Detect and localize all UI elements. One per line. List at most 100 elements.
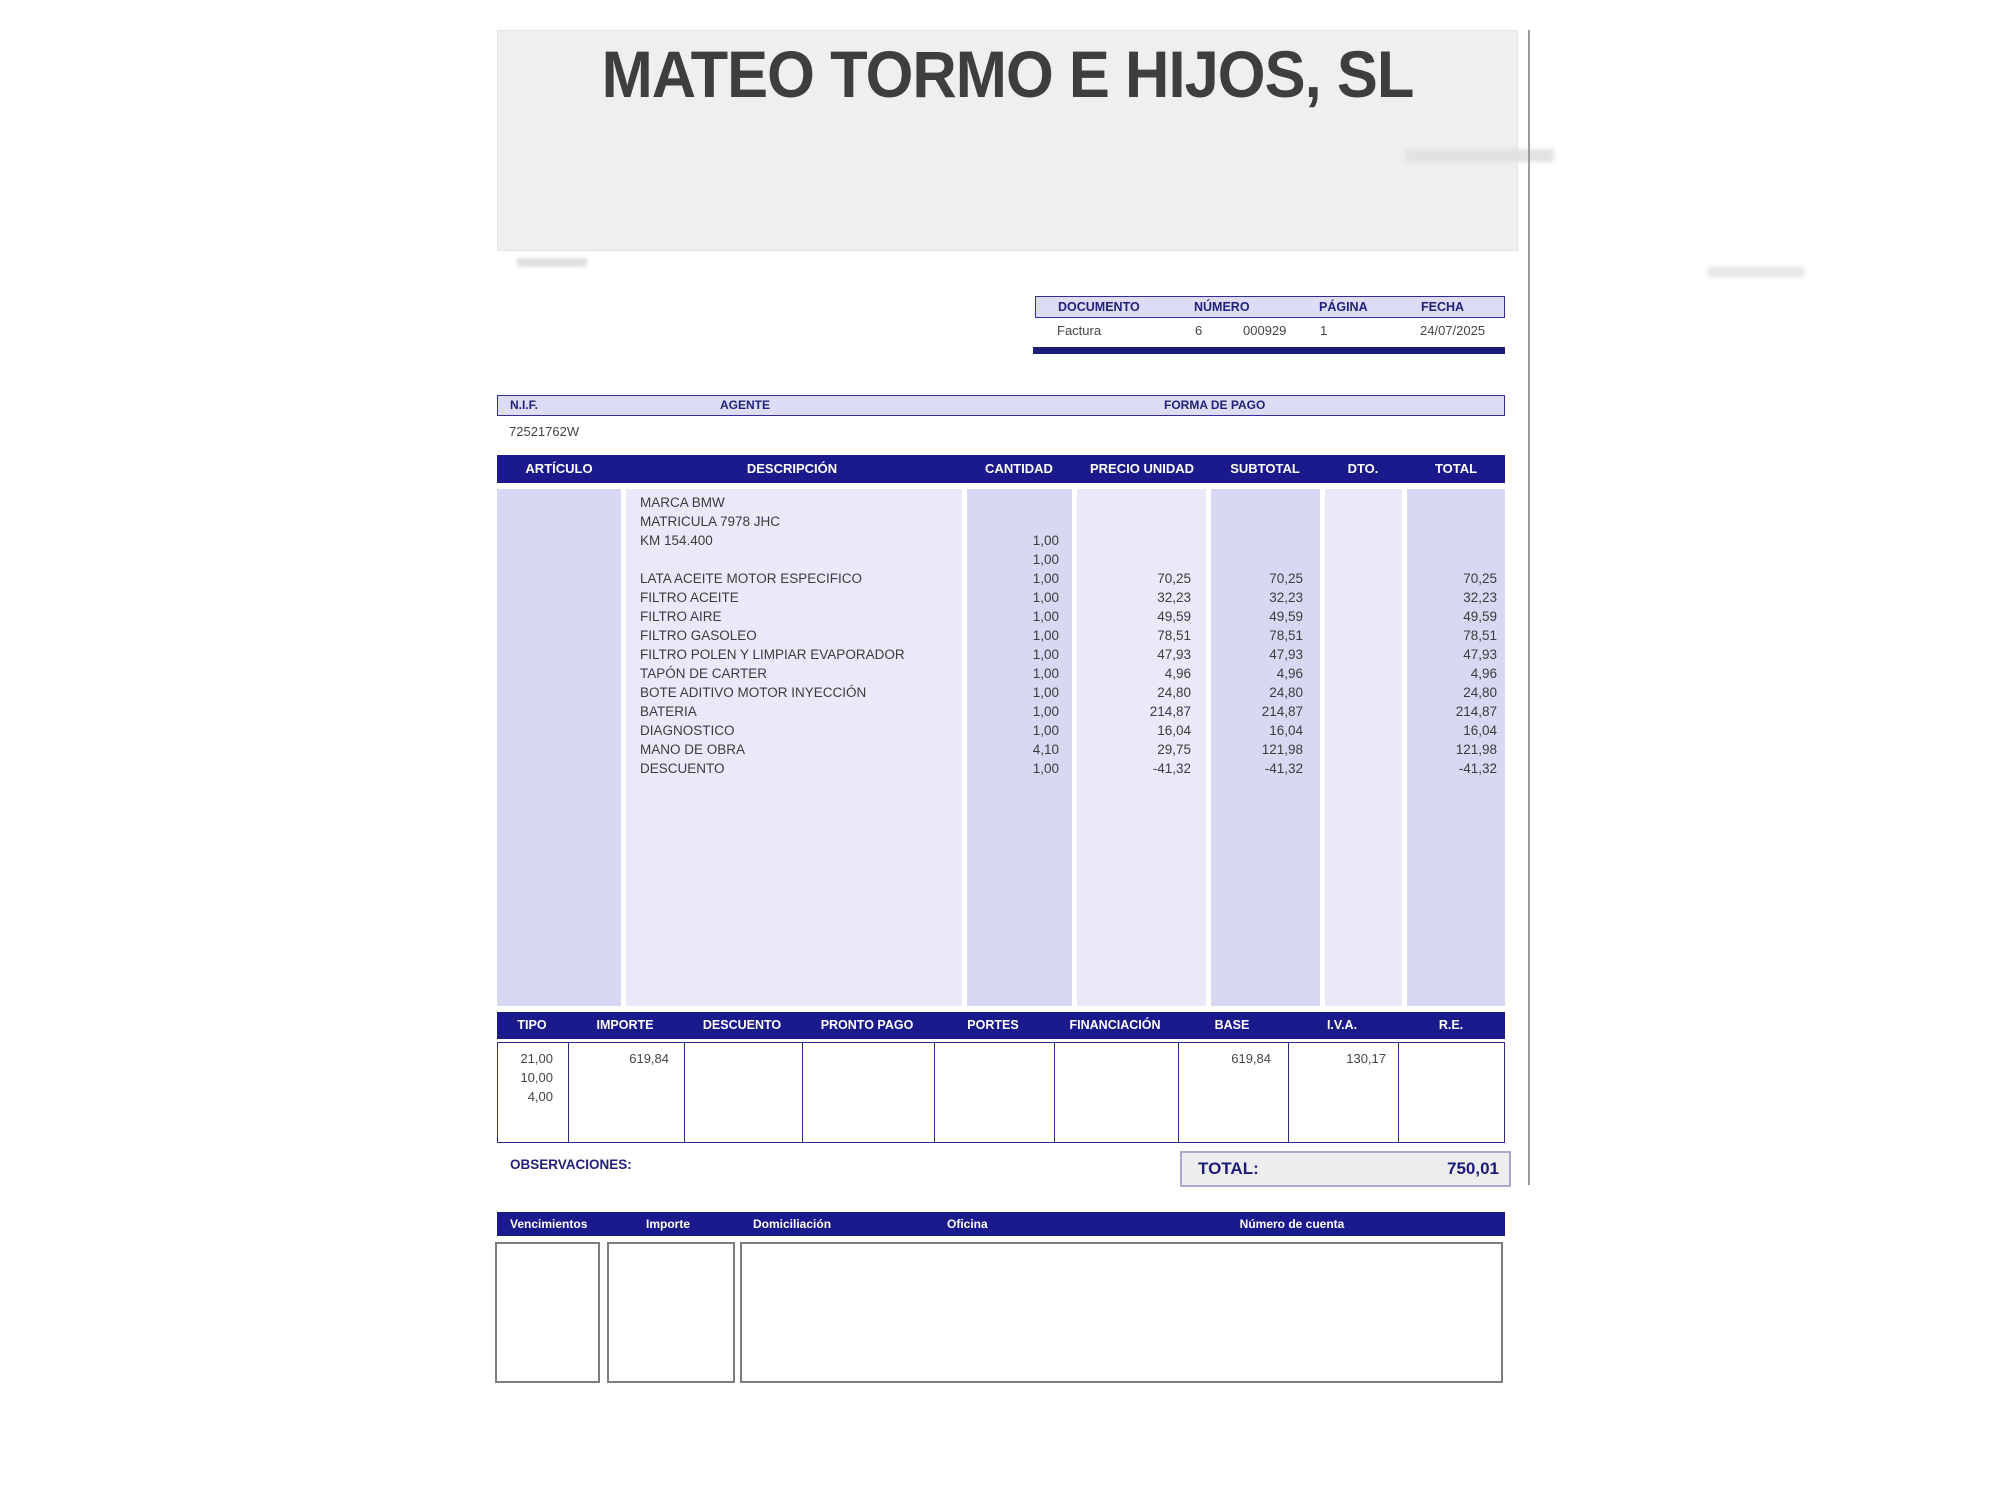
- table-row: LATA ACEITE MOTOR ESPECIFICO 1,00 70,25 70,…: [497, 569, 1505, 588]
- item-cell-desc: DIAGNOSTICO: [640, 723, 735, 738]
- col-importe: IMPORTE: [596, 1018, 654, 1032]
- item-cell-cant: 1,00: [1032, 723, 1059, 738]
- item-cell-pu: 32,23: [1157, 590, 1191, 605]
- item-cell-tot: -41,32: [1458, 761, 1497, 776]
- item-cell-tot: 78,51: [1463, 628, 1497, 643]
- precio-unidad-column-bg: [1077, 489, 1206, 1006]
- item-cell-desc: MATRICULA 7978 JHC: [640, 514, 781, 529]
- col-pagina: PÁGINA: [1319, 300, 1368, 314]
- party-info-header: N.I.F. AGENTE FORMA DE PAGO: [497, 395, 1505, 416]
- redacted-footnote: [517, 258, 587, 267]
- item-cell-sub: 214,87: [1261, 704, 1303, 719]
- table-row: 1,00: [497, 550, 1505, 569]
- descripcion-column-bg: [626, 489, 962, 1006]
- item-cell-pu: 214,87: [1149, 704, 1191, 719]
- col-domiciliacion: Domiciliación: [753, 1217, 832, 1231]
- total-column-bg: [1407, 489, 1505, 1006]
- item-cell-sub: 24,80: [1269, 685, 1303, 700]
- item-cell-tot: 70,25: [1463, 571, 1497, 586]
- item-cell-tot: 32,23: [1463, 590, 1497, 605]
- table-row: MANO DE OBRA 4,10 29,75 121,98 121,98: [497, 740, 1505, 759]
- item-cell-cant: 1,00: [1032, 628, 1059, 643]
- item-cell-sub: 49,59: [1269, 609, 1303, 624]
- nif-label: N.I.F.: [510, 398, 539, 412]
- item-cell-sub: 78,51: [1269, 628, 1303, 643]
- col-numero-cuenta: Número de cuenta: [1239, 1217, 1345, 1231]
- dto-column-bg: [1325, 489, 1402, 1006]
- page-right-divider: [1528, 30, 1530, 1185]
- table-row: TAPÓN DE CARTER 1,00 4,96 4,96 4,96: [497, 664, 1505, 683]
- table-row: FILTRO ACEITE 1,00 32,23 32,23 32,23: [497, 588, 1505, 607]
- item-cell-cant: 1,00: [1032, 666, 1059, 681]
- tax-divider: [1398, 1043, 1399, 1142]
- redacted-address-line: [1406, 149, 1554, 162]
- tax-divider: [1288, 1043, 1289, 1142]
- col-re: R.E.: [1438, 1018, 1464, 1032]
- col-articulo: ARTÍCULO: [525, 461, 593, 476]
- tax-divider: [802, 1043, 803, 1142]
- item-cell-desc: BOTE ADITIVO MOTOR INYECCIÓN: [640, 685, 867, 700]
- items-rows: MARCA BMW MATRICULA 7978 JHC KM 154.400 1,0…: [497, 493, 1505, 778]
- col-importe-pago: Importe: [645, 1217, 691, 1231]
- tax-table-body: 21,00 10,00 4,00 619,84 619,84 130,17: [497, 1042, 1505, 1143]
- vencimientos-cell: [495, 1242, 600, 1383]
- item-cell-pu: 49,59: [1157, 609, 1191, 624]
- item-cell-pu: 4,96: [1164, 666, 1191, 681]
- nif-value: 72521762W: [509, 424, 580, 439]
- tax-divider: [1178, 1043, 1179, 1142]
- table-row: MATRICULA 7978 JHC: [497, 512, 1505, 531]
- tax-divider: [684, 1043, 685, 1142]
- item-cell-desc: FILTRO AIRE: [640, 609, 722, 624]
- col-numero: NÚMERO: [1194, 300, 1250, 314]
- forma-pago-label: FORMA DE PAGO: [1164, 398, 1266, 412]
- tax-tipo-10: 10,00: [520, 1070, 553, 1085]
- item-cell-tot: 49,59: [1463, 609, 1497, 624]
- cantidad-column-bg: [967, 489, 1072, 1006]
- item-cell-cant: 4,10: [1032, 742, 1059, 757]
- articulo-column-bg: [497, 489, 621, 1006]
- col-oficina: Oficina: [947, 1217, 988, 1231]
- item-cell-pu: 47,93: [1157, 647, 1191, 662]
- table-row: MARCA BMW: [497, 493, 1505, 512]
- item-cell-sub: 70,25: [1269, 571, 1303, 586]
- tax-divider: [934, 1043, 935, 1142]
- redacted-contact-line: [1708, 267, 1804, 277]
- item-cell-pu: 70,25: [1157, 571, 1191, 586]
- total-value: 750,01: [1447, 1159, 1499, 1178]
- col-subtotal: SUBTOTAL: [1230, 461, 1300, 476]
- col-documento: DOCUMENTO: [1058, 300, 1140, 314]
- item-cell-tot: 4,96: [1470, 666, 1497, 681]
- col-total: TOTAL: [1434, 461, 1478, 476]
- item-cell-pu: 78,51: [1157, 628, 1191, 643]
- col-dto: DTO.: [1347, 461, 1379, 476]
- item-cell-cant: 1,00: [1032, 647, 1059, 662]
- table-row: BOTE ADITIVO MOTOR INYECCIÓN 1,00 24,80 24,…: [497, 683, 1505, 702]
- item-cell-desc: TAPÓN DE CARTER: [640, 666, 768, 681]
- col-iva: I.V.A.: [1326, 1018, 1358, 1032]
- tax-tipo-4: 4,00: [527, 1089, 553, 1104]
- item-cell-desc: DESCUENTO: [640, 761, 725, 776]
- tax-divider: [568, 1043, 569, 1142]
- table-row: FILTRO GASOLEO 1,00 78,51 78,51 78,51: [497, 626, 1505, 645]
- item-cell-cant: 1,00: [1032, 571, 1059, 586]
- col-financiacion: FINANCIACIÓN: [1069, 1018, 1161, 1032]
- tax-table-header: TIPO IMPORTE DESCUENTO PRONTO PAGO PORTE…: [497, 1012, 1505, 1039]
- tax-divider: [1054, 1043, 1055, 1142]
- col-descripcion: DESCRIPCIÓN: [746, 461, 838, 476]
- item-cell-tot: 214,87: [1455, 704, 1497, 719]
- item-cell-desc: FILTRO ACEITE: [640, 590, 739, 605]
- item-cell-sub: -41,32: [1264, 761, 1303, 776]
- tax-iva-value: 130,17: [1346, 1051, 1386, 1066]
- tax-importe-value: 619,84: [629, 1051, 669, 1066]
- cuenta-cell: [740, 1242, 1503, 1383]
- item-cell-desc: LATA ACEITE MOTOR ESPECIFICO: [640, 571, 863, 586]
- company-name: MATEO TORMO E HIJOS, SL: [601, 37, 1415, 111]
- item-cell-desc: MARCA BMW: [640, 495, 725, 510]
- payment-table-header: Vencimientos Importe Domiciliación Ofici…: [497, 1212, 1505, 1236]
- items-table-body: MARCA BMW MATRICULA 7978 JHC KM 154.400 1,0…: [497, 489, 1505, 1006]
- total-box: TOTAL: 750,01: [1180, 1151, 1511, 1187]
- item-cell-pu: -41,32: [1152, 761, 1191, 776]
- item-cell-cant: 1,00: [1032, 609, 1059, 624]
- item-cell-cant: 1,00: [1032, 552, 1059, 567]
- document-page: 1: [1320, 323, 1328, 338]
